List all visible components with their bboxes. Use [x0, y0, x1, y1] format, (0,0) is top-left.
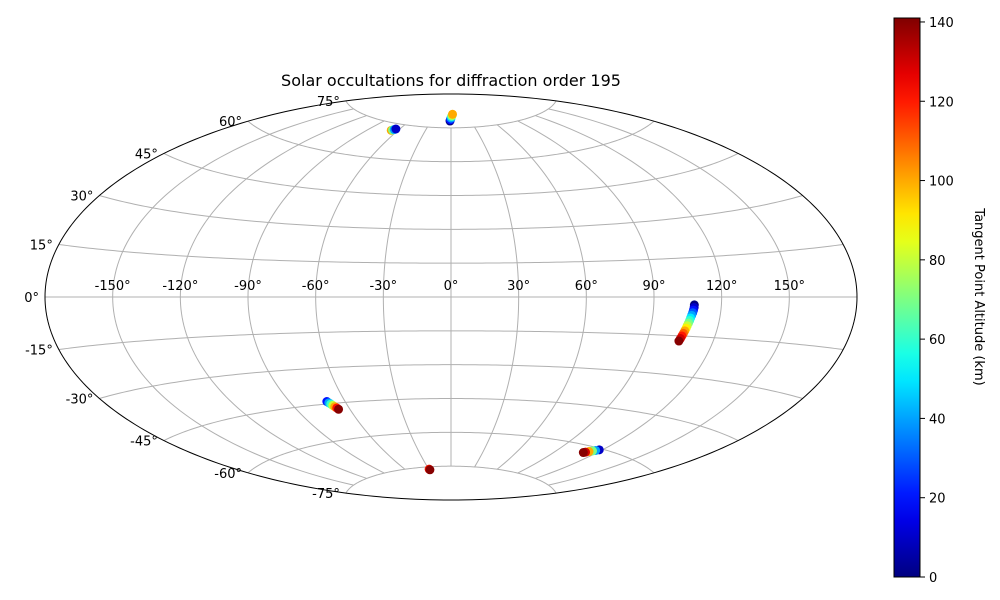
occultation-point [391, 124, 401, 134]
colorbar-tick-label: 0 [929, 571, 937, 586]
longitude-tick-label: -120° [162, 279, 198, 294]
colorbar-tick-label: 40 [929, 412, 946, 427]
longitude-tick-labels: -150° -120° -90° -60° -30° 0° 30° 60° 90° 120° 150… [95, 279, 805, 294]
latitude-tick-label: -30° [66, 393, 94, 408]
occultation-points [322, 109, 699, 475]
occultation-point [448, 109, 458, 119]
colorbar-ticks: 0 20 40 60 80 100 120 140 [920, 16, 954, 586]
longitude-tick-label: 30° [507, 279, 530, 294]
longitude-tick-label: 120° [706, 279, 737, 294]
map-outline [44, 93, 858, 501]
longitude-tick-label: 90° [642, 279, 665, 294]
grid-meridian [179, 115, 367, 479]
grid-meridian [548, 108, 790, 486]
longitude-tick-label: -150° [95, 279, 131, 294]
latitude-tick-label: -60° [214, 467, 242, 482]
colorbar-tick-label: 20 [929, 492, 946, 507]
grid-meridian [315, 124, 406, 470]
map-grid [45, 100, 857, 494]
grid-meridian [382, 126, 428, 468]
latitude-tick-label: 15° [30, 238, 53, 253]
occultation-point [578, 448, 588, 458]
colorbar-tick-label: 60 [929, 333, 946, 348]
longitude-tick-label: -30° [369, 279, 397, 294]
colorbar-tick-label: 120 [929, 95, 954, 110]
longitude-tick-label: 60° [575, 279, 598, 294]
grid-meridian [496, 124, 587, 470]
grid-meridian [474, 126, 520, 468]
chart-title: Solar occultations for diffraction order… [281, 71, 621, 90]
colorbar: 0 20 40 60 80 100 120 140 Tangent Point Altitud… [893, 16, 986, 586]
colorbar-tick-label: 140 [929, 16, 954, 31]
longitude-tick-label: -90° [234, 279, 262, 294]
grid-meridian [535, 115, 723, 479]
longitude-tick-label: -60° [302, 279, 330, 294]
latitude-tick-label: -75° [312, 487, 340, 502]
latitude-tick-label: -15° [25, 344, 53, 359]
latitude-tick-label: 45° [135, 147, 158, 162]
occultation-point [674, 336, 684, 346]
latitude-tick-label: 0° [24, 291, 39, 306]
colorbar-label: Tangent Point Altitude (km) [971, 207, 986, 385]
grid-meridian [517, 120, 655, 474]
grid-meridian [247, 120, 385, 474]
colorbar-gradient [893, 17, 921, 578]
occultation-point [334, 404, 344, 414]
grid-meridian [112, 108, 354, 486]
latitude-tick-label: 75° [317, 95, 340, 110]
grid-parallel [345, 465, 557, 494]
longitude-tick-label: 0° [444, 279, 459, 294]
latitude-tick-label: -45° [130, 435, 158, 450]
longitude-tick-label: 150° [774, 279, 805, 294]
colorbar-tick-label: 100 [929, 175, 954, 190]
latitude-tick-label: 30° [70, 190, 93, 205]
latitude-tick-labels: -75° -60° -45° -30° -15° 0° 15° 30° 45° 60° 75° [24, 95, 340, 502]
occultation-point [425, 465, 435, 475]
latitude-tick-label: 60° [219, 115, 242, 130]
colorbar-tick-label: 80 [929, 254, 946, 269]
